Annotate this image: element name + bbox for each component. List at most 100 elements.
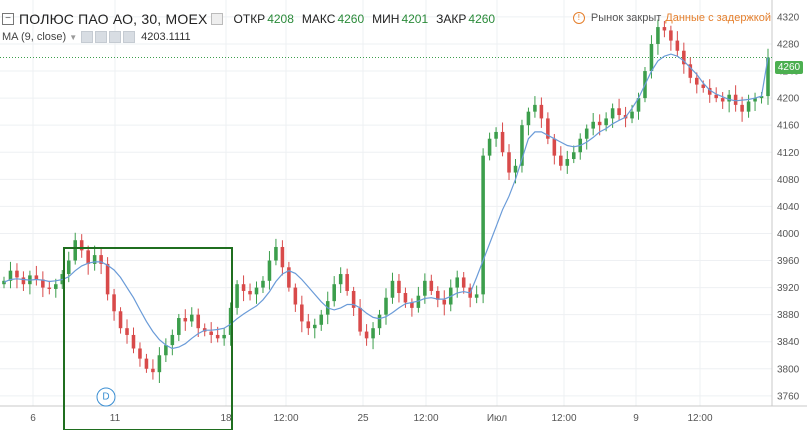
- candle-body: [280, 246, 285, 268]
- gear-icon[interactable]: [95, 31, 108, 43]
- candle-body: [714, 94, 718, 99]
- candle-body: [474, 294, 479, 298]
- dividend-marker-label: D: [102, 392, 109, 403]
- indicator-label[interactable]: MA (9, close): [2, 31, 67, 43]
- candle-body: [364, 331, 369, 339]
- candle-body: [384, 297, 388, 315]
- high-value: 4260: [337, 12, 365, 26]
- candle-body: [559, 155, 563, 166]
- candle-body: [604, 118, 608, 126]
- candle-body: [92, 255, 97, 264]
- candle-body: [312, 324, 317, 329]
- last-price-tag: 4260: [775, 61, 803, 74]
- dropdown-icon[interactable]: ▼: [69, 32, 78, 42]
- candle-body: [746, 101, 751, 112]
- info-icon[interactable]: !: [572, 12, 585, 24]
- settings-icon[interactable]: [210, 13, 223, 25]
- candle-body: [209, 331, 213, 335]
- candle-body: [164, 345, 168, 356]
- symbol-title[interactable]: ПОЛЮС ПАО АО, 30, MOEX: [19, 11, 208, 27]
- price-tick-label: 3840: [777, 337, 800, 348]
- close-icon[interactable]: [123, 31, 136, 43]
- price-tick-label: 4120: [777, 148, 800, 159]
- candle-body: [610, 108, 615, 119]
- candle-body: [507, 152, 511, 173]
- candle-body: [267, 260, 272, 281]
- open-label: ОТКР: [233, 12, 266, 26]
- dividend-marker-icon: [96, 387, 116, 407]
- candle-body: [656, 27, 660, 44]
- candle-body: [151, 368, 155, 373]
- time-tick-label: 9: [633, 413, 639, 424]
- candle-body: [403, 292, 408, 303]
- candle-body: [442, 299, 447, 305]
- candle-body: [287, 267, 291, 288]
- candle-body: [254, 287, 259, 295]
- candle-body: [241, 284, 246, 291]
- indicator-legend: MA (9, close) ▼ 4203.1111: [2, 31, 191, 43]
- candle-body: [740, 104, 744, 112]
- market-closed-text: Рынок закрыт: [590, 12, 662, 24]
- candle-body: [47, 287, 52, 289]
- candle-body: [248, 290, 252, 295]
- candle-body: [584, 128, 589, 139]
- close-label: ЗАКР: [436, 12, 467, 26]
- candle-body: [371, 328, 375, 339]
- candle-body: [138, 348, 142, 359]
- candle-body: [513, 165, 518, 173]
- price-tick-label: 3960: [777, 256, 800, 267]
- candle-body: [125, 328, 129, 335]
- candle-body: [753, 98, 757, 102]
- candle-body: [494, 131, 498, 139]
- candle-body: [461, 277, 466, 288]
- candle-body: [183, 318, 188, 322]
- candle-body: [571, 152, 576, 160]
- candle-body: [170, 334, 175, 346]
- candle-body: [701, 84, 706, 88]
- candle-body: [546, 118, 550, 139]
- candle-body: [675, 40, 680, 51]
- candle-body: [649, 43, 654, 72]
- low-value: 4201: [401, 12, 429, 26]
- candle-body: [157, 355, 162, 373]
- symbol-legend: − ПОЛЮС ПАО АО, 30, MOEX ОТКР 4208 МАКС …: [2, 11, 495, 27]
- candle-body: [520, 125, 524, 166]
- candle-body: [196, 314, 201, 329]
- eye-icon[interactable]: [81, 31, 94, 43]
- candle-body: [338, 274, 343, 285]
- candle-body: [144, 358, 149, 369]
- candle-body: [15, 270, 19, 278]
- close-value: 4260: [468, 12, 496, 26]
- candle-body: [235, 284, 239, 308]
- market-status: ! Рынок закрыт Данные с задержкой: [572, 12, 771, 24]
- time-tick-label: 11: [110, 413, 121, 424]
- candle-body: [351, 290, 356, 308]
- candle-body: [21, 277, 26, 285]
- candle-body: [131, 334, 136, 349]
- price-tick-label: 4080: [777, 175, 800, 186]
- price-tick-label: 3760: [777, 391, 800, 402]
- collapse-icon[interactable]: −: [2, 13, 14, 25]
- low-label: МИН: [372, 12, 400, 26]
- candle-body: [332, 284, 336, 302]
- candle-body: [54, 284, 58, 289]
- candle-body: [306, 321, 311, 329]
- candle-body: [416, 295, 421, 308]
- open-value: 4208: [267, 12, 294, 26]
- indicator-value: 4203.1111: [141, 31, 191, 43]
- candle-body: [533, 104, 537, 112]
- candle-body: [8, 270, 13, 281]
- candle-body: [539, 104, 544, 119]
- candle-body: [73, 240, 78, 261]
- price-tick-label: 4160: [777, 121, 800, 132]
- candle-body: [390, 280, 395, 298]
- time-tick-label: Июл: [487, 413, 507, 424]
- delayed-data-link[interactable]: Данные с задержкой: [665, 12, 771, 24]
- candle-body: [565, 159, 570, 166]
- chart-grid: [0, 0, 772, 406]
- add-icon[interactable]: [109, 31, 122, 43]
- candle-body: [669, 30, 673, 41]
- candle-body: [526, 111, 531, 126]
- candle-body: [694, 77, 699, 85]
